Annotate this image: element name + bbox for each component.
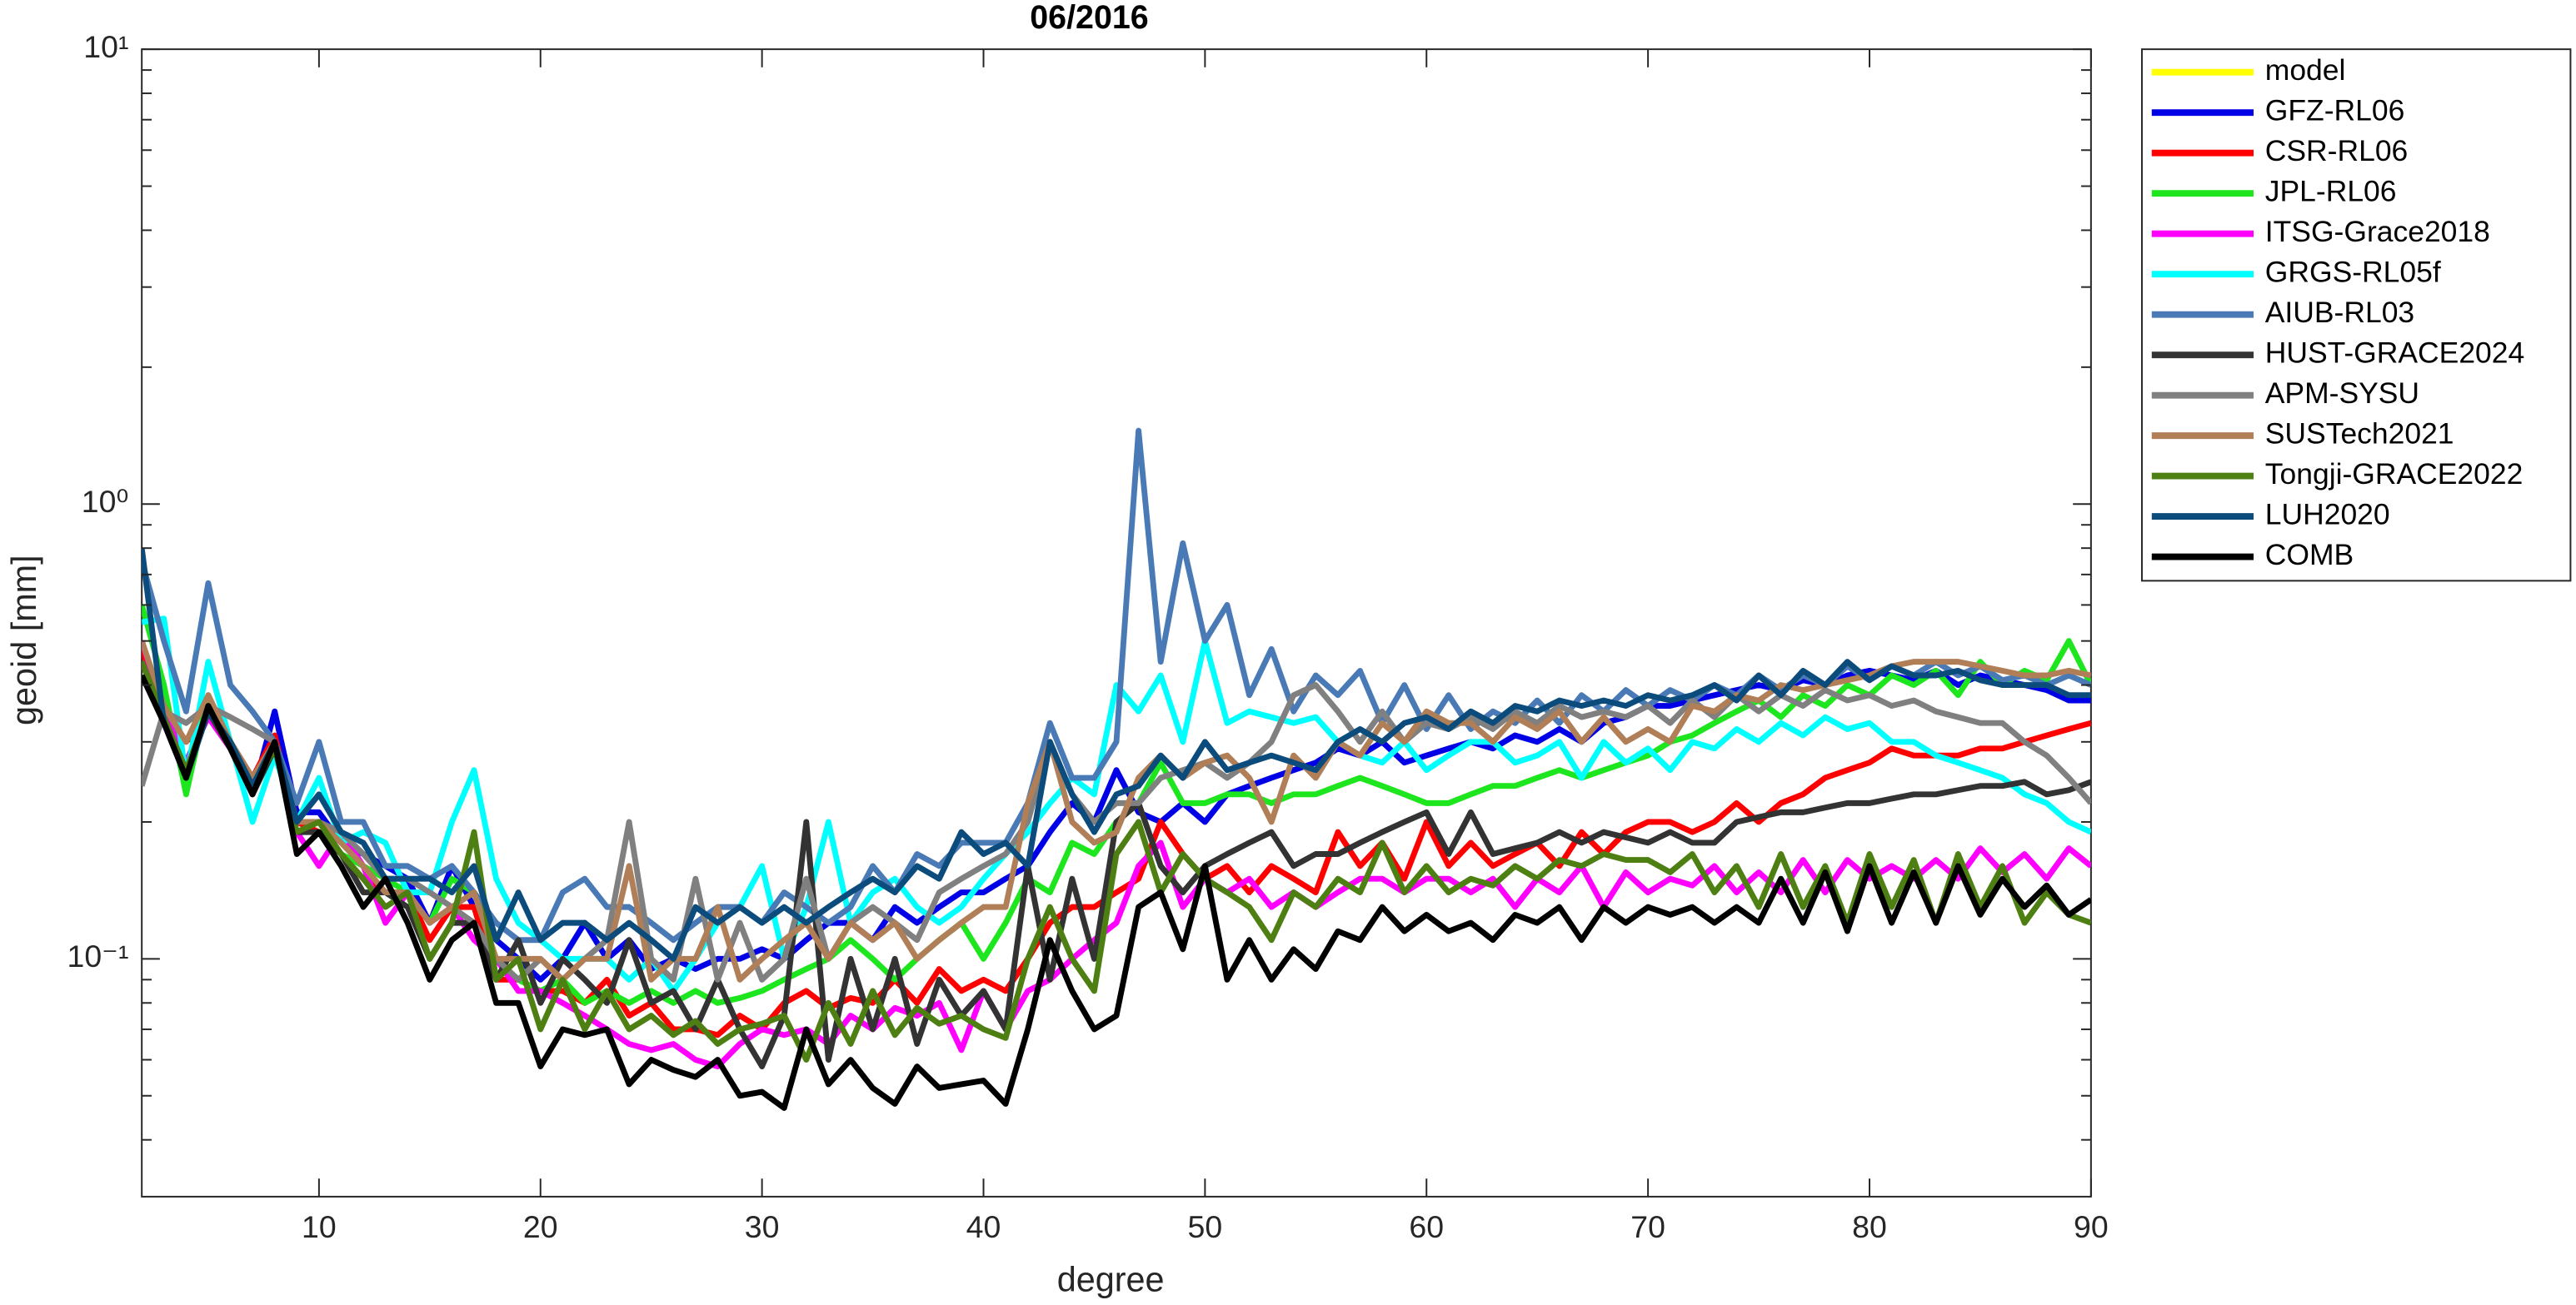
series-line <box>142 547 2091 962</box>
x-tick-label: 10 <box>302 1209 337 1244</box>
legend: model GFZ-RL06 CSR-RL06 JPL-RL06 ITSG-Grace2… <box>2140 48 2572 582</box>
legend-label: APM-SYSU <box>2265 376 2419 410</box>
x-tick-label: 80 <box>1852 1209 1887 1244</box>
series-line <box>142 674 2091 1111</box>
lines <box>142 427 2091 1111</box>
x-tick-label: 90 <box>2074 1209 2109 1244</box>
x-tick-label: 70 <box>1630 1209 1665 1244</box>
series-line <box>142 640 2091 983</box>
legend-label: model <box>2265 53 2346 87</box>
chart-title: 06/2016 <box>1030 0 1148 36</box>
legend-label: GFZ-RL06 <box>2265 94 2405 127</box>
series-line <box>142 660 2091 1069</box>
legend-label: SUSTech2021 <box>2265 416 2454 450</box>
x-tick-label: 20 <box>523 1209 558 1244</box>
x-tick-label: 50 <box>1188 1209 1223 1244</box>
legend-label: GRGS-RL05f <box>2265 256 2441 289</box>
axes: 10 20 30 40 50 60 70 80 90 10⁻¹ 10⁰ 10¹ <box>67 29 2109 1244</box>
legend-label: CSR-RL06 <box>2265 134 2409 167</box>
y-tick-label: 10⁻¹ <box>67 939 129 974</box>
legend-label: Tongji-GRACE2022 <box>2265 457 2524 491</box>
x-tick-label: 40 <box>966 1209 1001 1244</box>
legend-label: HUST-GRACE2024 <box>2265 336 2524 370</box>
legend-label: ITSG-Grace2018 <box>2265 215 2490 248</box>
x-axis-label: degree <box>1057 1260 1165 1298</box>
series-line <box>142 682 2091 983</box>
y-tick-label: 10¹ <box>83 29 128 64</box>
series-line <box>142 640 2091 983</box>
legend-label: COMB <box>2265 538 2354 571</box>
legend-label: JPL-RL06 <box>2265 175 2397 208</box>
x-tick-label: 60 <box>1409 1209 1444 1244</box>
plot-area <box>141 48 2092 1198</box>
legend-box <box>2140 48 2572 582</box>
y-axis-label: geoid [mm] <box>5 555 43 725</box>
x-tick-label: 30 <box>745 1209 780 1244</box>
y-tick-label: 10⁰ <box>82 484 129 519</box>
legend-label: LUH2020 <box>2265 497 2390 530</box>
series-line <box>142 660 2091 1063</box>
series-line <box>142 615 2091 994</box>
legend-label: AIUB-RL03 <box>2265 296 2414 329</box>
